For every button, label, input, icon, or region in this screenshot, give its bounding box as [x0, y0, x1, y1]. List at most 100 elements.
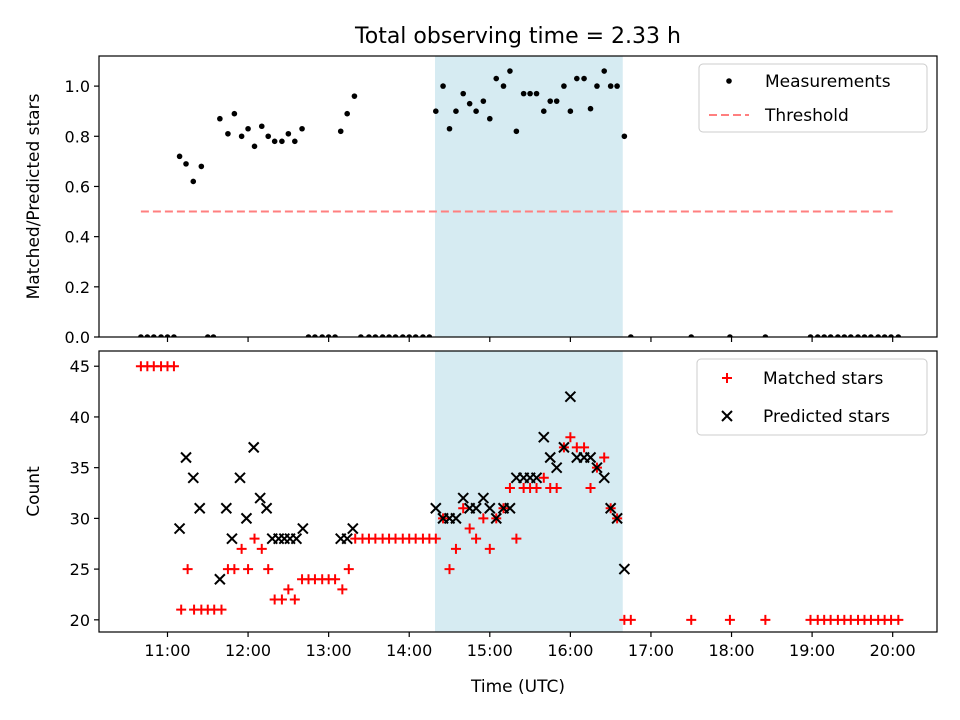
x-data-point — [234, 472, 246, 484]
x-data-point — [550, 461, 563, 474]
plus-data-point — [450, 543, 461, 554]
dot-data-point — [265, 133, 272, 140]
x-data-point — [290, 532, 303, 545]
x-tick-label: 15:00 — [467, 641, 513, 660]
x-tick-label: 14:00 — [386, 641, 432, 660]
dot-data-point — [150, 334, 157, 337]
plus-data-point — [625, 614, 636, 625]
legend-box — [698, 63, 928, 133]
dot-data-point — [821, 334, 827, 337]
x-tick-label: 17:00 — [628, 641, 674, 660]
dot-data-point — [299, 125, 305, 132]
axes-frame — [98, 350, 938, 633]
plus-data-point — [579, 442, 590, 453]
plus-data-point — [182, 564, 193, 575]
plus-data-point — [565, 432, 576, 443]
x-data-point — [347, 522, 359, 535]
x-data-point — [187, 472, 199, 484]
dot-data-point — [835, 334, 841, 337]
dot-data-point — [553, 98, 560, 104]
x-data-point — [584, 451, 597, 464]
y-tick-label: 25 — [70, 560, 90, 579]
dot-data-point — [594, 83, 600, 89]
x-tick-label: 12:00 — [225, 641, 271, 660]
dot-data-point — [351, 93, 358, 99]
plus-data-point — [236, 543, 247, 554]
x-data-point — [260, 502, 273, 514]
dot-data-point — [601, 68, 608, 74]
dot-data-point — [841, 334, 848, 337]
y-tick-label: 0.2 — [65, 278, 90, 297]
x-data-point — [173, 522, 186, 535]
legend-label: Predicted stars — [763, 407, 890, 427]
x-data-point — [180, 451, 192, 464]
plus-data-point — [478, 513, 489, 524]
dot-data-point — [210, 334, 217, 337]
plot-area — [135, 361, 904, 625]
dot-data-point — [561, 83, 567, 89]
x-data-point — [430, 502, 442, 514]
x-tick-label: 20:00 — [870, 641, 916, 660]
dot-data-point — [727, 334, 733, 337]
dot-data-point — [520, 90, 527, 97]
dot-data-point — [171, 334, 177, 337]
dot-data-point — [875, 334, 881, 337]
dot-data-point — [325, 334, 332, 337]
dot-data-point — [217, 115, 223, 122]
dot-data-point — [527, 90, 533, 97]
x-data-point — [490, 512, 502, 525]
dot-data-point — [628, 334, 634, 337]
dot-data-point — [358, 334, 364, 337]
plus-data-point — [337, 584, 348, 595]
count-panel: 11:00 12:00 13:00 14:00 15:00 16:00 17:00 18:00… — [24, 350, 938, 660]
x-data-point — [530, 472, 543, 484]
legend-label: Matched stars — [763, 369, 883, 389]
dot-data-point — [238, 133, 245, 140]
dot-data-point — [486, 115, 493, 122]
x-data-point — [611, 512, 623, 525]
dot-data-point — [507, 68, 513, 74]
dot-data-point — [466, 100, 473, 107]
dot-data-point — [344, 110, 350, 117]
dot-data-point — [164, 334, 171, 337]
dot-data-point — [453, 108, 459, 114]
y-tick-label: 35 — [70, 459, 90, 478]
dot-data-point — [440, 83, 446, 89]
y-tick-label: 0.4 — [65, 228, 90, 247]
x-tick-label: 13:00 — [306, 641, 352, 660]
y-axis-label: Count — [24, 466, 44, 517]
dot-data-point — [847, 334, 854, 337]
dot-data-point — [176, 153, 183, 160]
ratio-panel: 0.0 0.2 0.4 0.6 0.8 1.0 Matched/Predicted star… — [24, 55, 938, 347]
dot-data-point — [881, 334, 888, 337]
dot-data-point — [493, 75, 500, 82]
dot-data-point — [446, 125, 453, 132]
dot-data-point — [332, 334, 338, 337]
observing-window-span — [435, 351, 623, 632]
dot-data-point — [312, 334, 318, 337]
dot-data-point — [500, 83, 507, 89]
plus-data-point — [444, 564, 455, 575]
y-tick-label: 45 — [70, 357, 90, 376]
x-data-point — [538, 431, 550, 443]
dot-data-point — [533, 90, 540, 97]
dot-data-point — [540, 108, 547, 114]
dot-data-point — [420, 334, 426, 337]
plus-data-point — [243, 564, 254, 575]
plus-data-point — [504, 482, 515, 493]
x-data-point — [240, 512, 253, 525]
dot-data-point — [412, 334, 419, 337]
dot-data-point — [204, 334, 211, 337]
series-matched-stars — [135, 361, 904, 625]
dot-data-point — [460, 90, 467, 97]
plus-data-point — [551, 482, 562, 493]
legend-marker — [726, 78, 732, 84]
legend-marker — [721, 410, 733, 422]
plus-data-point — [471, 533, 482, 544]
x-tick-label: 16:00 — [547, 641, 593, 660]
dot-data-point — [574, 75, 580, 82]
dot-data-point — [868, 334, 874, 337]
plus-data-point — [289, 594, 300, 605]
dot-data-point — [426, 334, 433, 337]
